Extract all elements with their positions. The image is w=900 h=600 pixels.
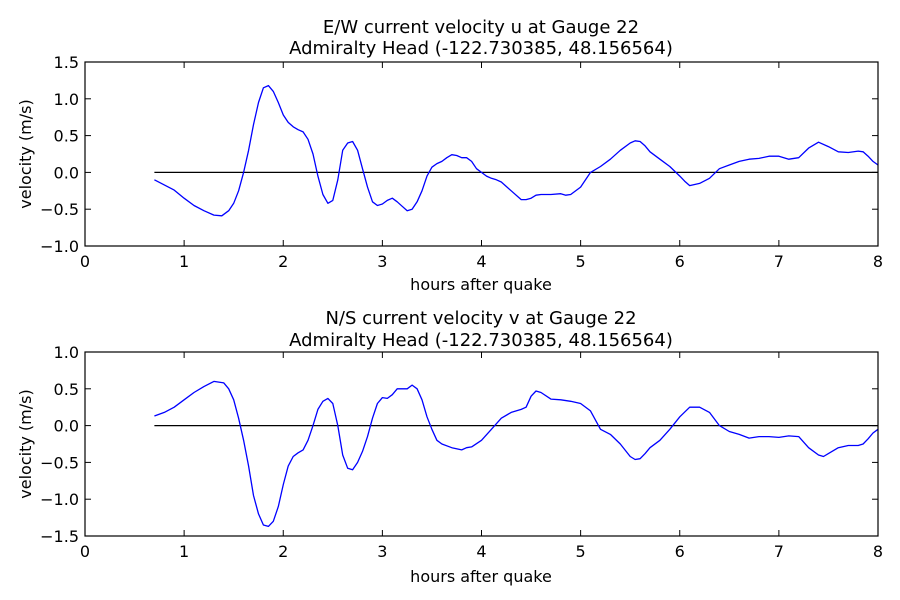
x-tick-label: 4 bbox=[476, 252, 486, 271]
subplot-v: N/S current velocity v at Gauge 22 Admir… bbox=[16, 308, 883, 586]
x-tick-label: 5 bbox=[576, 252, 586, 271]
subplot-u: E/W current velocity u at Gauge 22 Admir… bbox=[16, 17, 883, 294]
y-tick-label: −1.0 bbox=[40, 237, 79, 256]
y-axis-label-v: velocity (m/s) bbox=[16, 389, 35, 498]
y-tick-label: 0.0 bbox=[54, 417, 79, 436]
x-tick-label: 3 bbox=[377, 542, 387, 561]
y-tick-label: −0.5 bbox=[40, 453, 79, 472]
chart-title-v-line1: N/S current velocity v at Gauge 22 bbox=[325, 308, 636, 329]
x-axis-label-u: hours after quake bbox=[410, 275, 552, 294]
x-tick-label: 8 bbox=[873, 252, 883, 271]
y-tick-label: −0.5 bbox=[40, 200, 79, 219]
series-line-0 bbox=[154, 84, 879, 217]
y-tick-label: 0.5 bbox=[54, 127, 79, 146]
plot-area-v: 0 1 2 3 4 5 6 7 8 −1.5 −1.0 −0.5 0.0 0.5 1.0 bbox=[40, 343, 883, 561]
x-tick-label: 2 bbox=[278, 542, 288, 561]
x-tick-label: 4 bbox=[476, 542, 486, 561]
series-line-0 bbox=[154, 380, 879, 528]
y-tick-label: −1.0 bbox=[40, 490, 79, 509]
chart-title-v-line2: Admiralty Head (-122.730385, 48.156564) bbox=[289, 330, 673, 351]
x-axis-label-v: hours after quake bbox=[410, 567, 552, 586]
y-axis-label-u: velocity (m/s) bbox=[16, 99, 35, 208]
y-tick-label: 0.0 bbox=[54, 163, 79, 182]
axes-frame bbox=[84, 351, 879, 537]
x-tick-label: 0 bbox=[80, 542, 90, 561]
x-tick-label: 2 bbox=[278, 252, 288, 271]
x-tick-label: 7 bbox=[774, 542, 784, 561]
x-tick-label: 6 bbox=[675, 542, 685, 561]
y-tick-label: 0.5 bbox=[54, 380, 79, 399]
chart-title-u-line2: Admiralty Head (-122.730385, 48.156564) bbox=[289, 38, 673, 59]
x-tick-label: 7 bbox=[774, 252, 784, 271]
x-tick-label: 0 bbox=[80, 252, 90, 271]
y-tick-label: 1.0 bbox=[54, 90, 79, 109]
y-tick-label: 1.0 bbox=[54, 343, 79, 362]
x-tick-label: 6 bbox=[675, 252, 685, 271]
x-tick-label: 1 bbox=[179, 252, 189, 271]
plot-area-u: 0 1 2 3 4 5 6 7 8 −1.0 −0.5 0.0 0.5 1.0 1.5 bbox=[40, 53, 883, 271]
axes-frame bbox=[84, 61, 879, 247]
chart-title-u-line1: E/W current velocity u at Gauge 22 bbox=[323, 17, 639, 38]
x-tick-label: 1 bbox=[179, 542, 189, 561]
x-tick-label: 5 bbox=[576, 542, 586, 561]
y-tick-label: 1.5 bbox=[54, 53, 79, 72]
x-tick-label: 3 bbox=[377, 252, 387, 271]
x-tick-label: 8 bbox=[873, 542, 883, 561]
y-tick-label: −1.5 bbox=[40, 527, 79, 546]
